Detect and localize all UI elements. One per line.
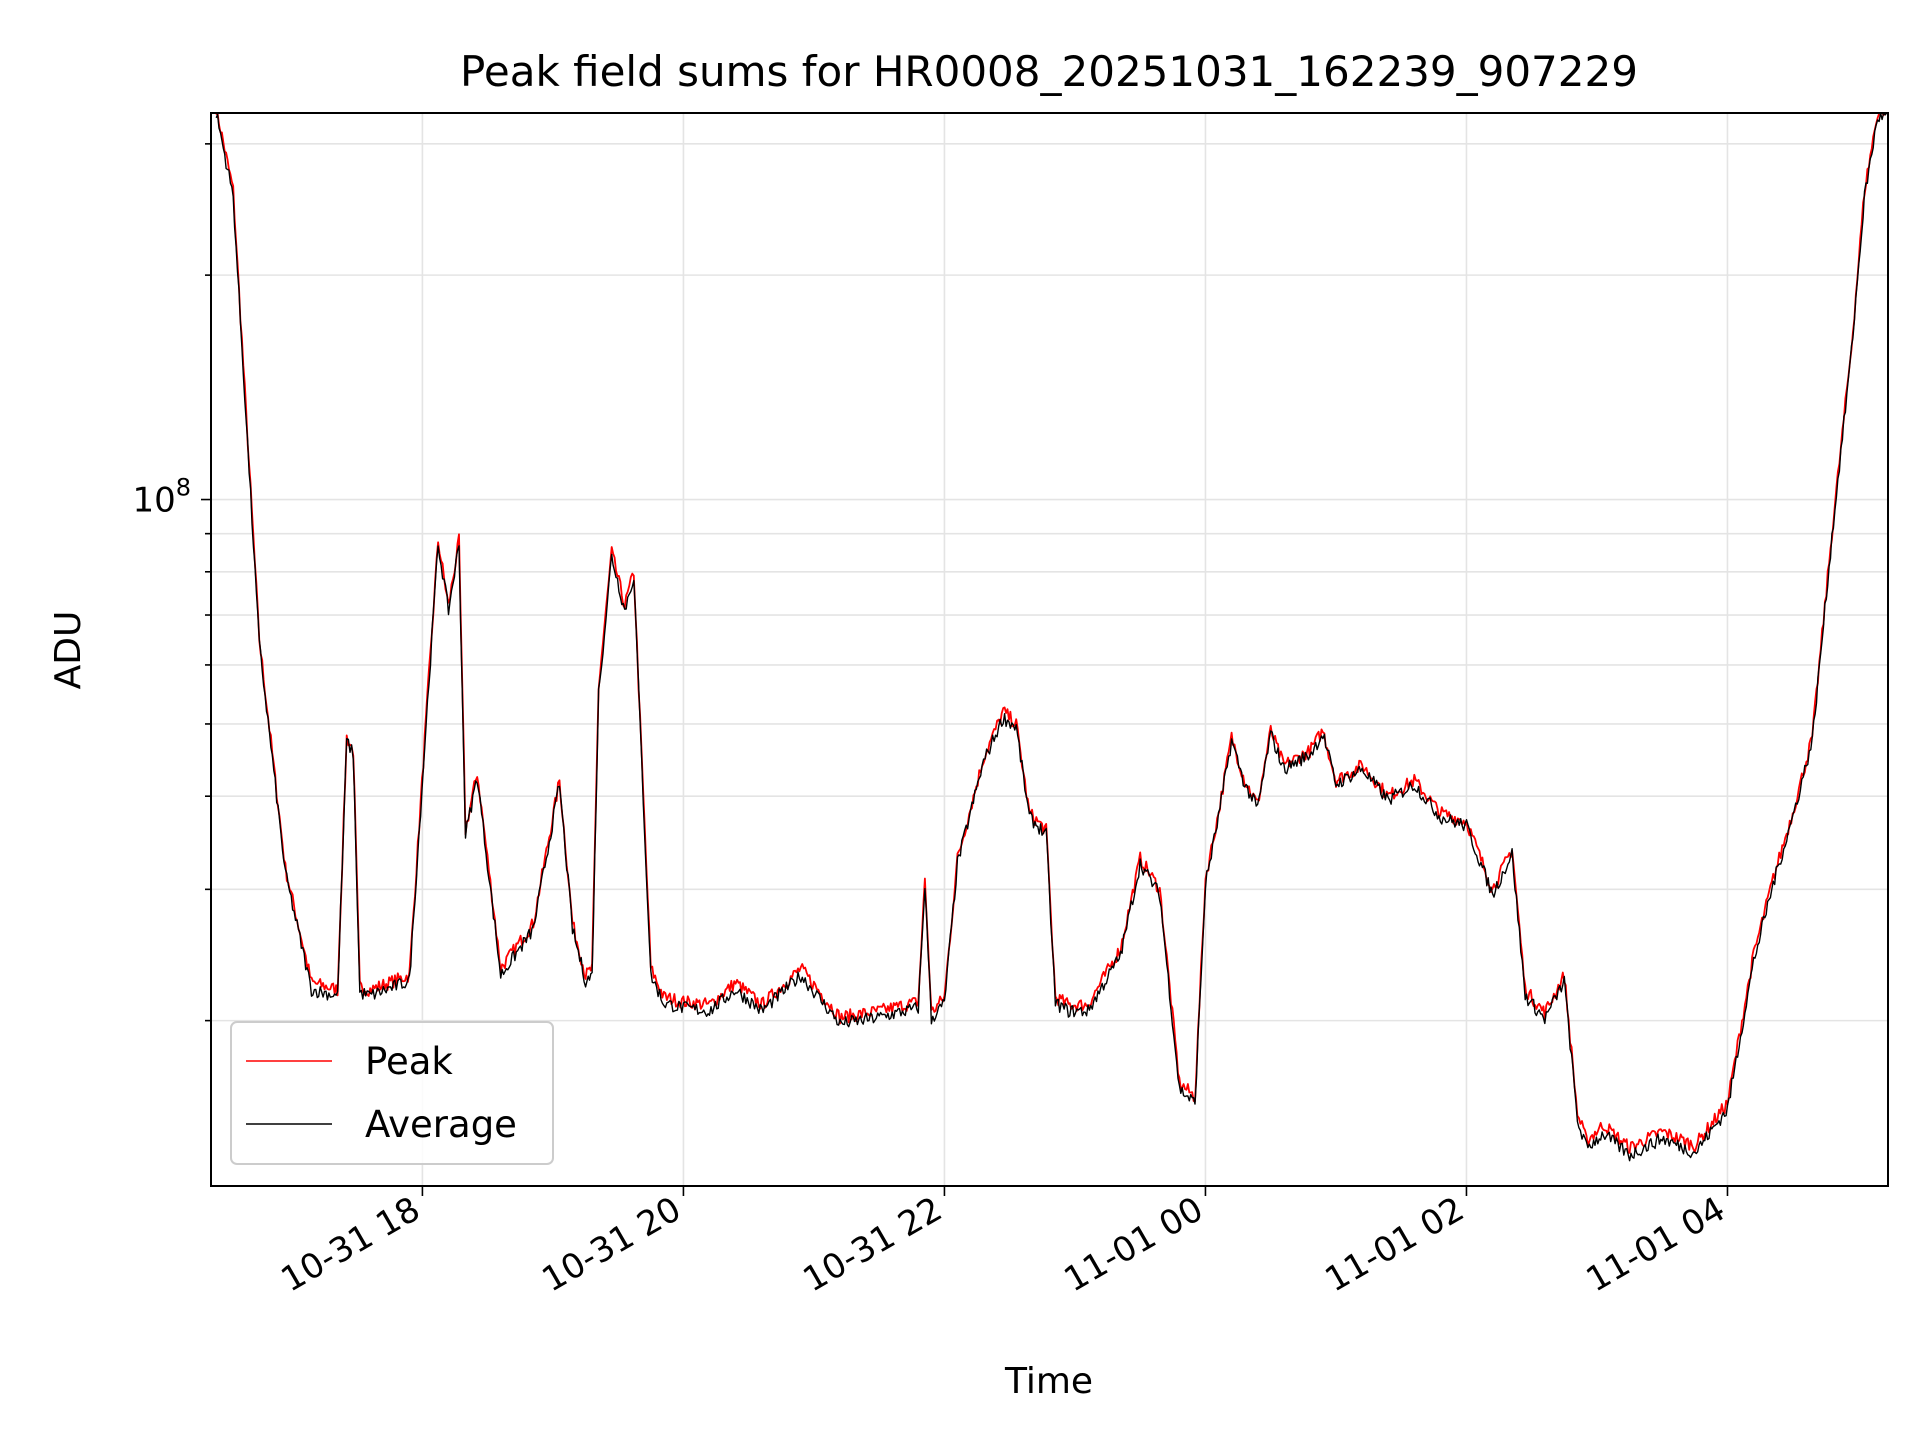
series-line-average [215, 112, 1888, 1162]
plot-frame [210, 112, 1889, 1187]
y-tick-label: 108 [132, 474, 191, 521]
grid [211, 113, 1888, 1186]
legend-label-peak: Peak [365, 1040, 453, 1083]
y-axis-label: ADU [48, 611, 89, 690]
chart-title: Peak field sums for HR0008_20251031_1622… [460, 47, 1638, 96]
legend: Peak Average [230, 1021, 554, 1165]
x-axis-label: Time [1004, 1361, 1093, 1402]
legend-label-average: Average [365, 1103, 517, 1146]
series-layer [215, 112, 1888, 1162]
legend-box [230, 1021, 554, 1165]
